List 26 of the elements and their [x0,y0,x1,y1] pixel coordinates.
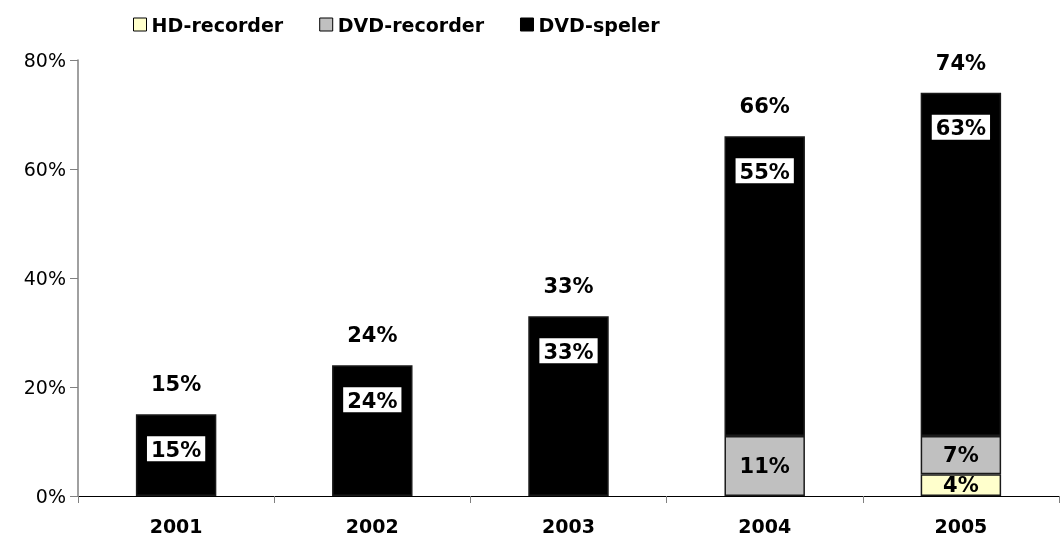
total-label: 74% [935,50,987,75]
x-tick-label: 2003 [542,514,595,535]
data-label: 24% [347,388,398,413]
x-tick-label: 2005 [934,514,988,535]
y-tick-label: 20% [23,376,66,398]
y-tick-label: 60% [23,158,66,180]
legend-label: DVD-speler [538,13,661,36]
total-label: 66% [739,94,790,119]
legend-label: HD-recorder [151,13,284,36]
data-label: 4% [943,473,979,498]
data-label: 55% [739,159,790,184]
data-label: 11% [739,454,790,479]
x-tick-label: 2002 [345,514,399,535]
y-tick-label: 80% [23,49,66,71]
data-label: 7% [943,443,979,468]
total-label: 15% [150,372,202,397]
total-label: 24% [347,323,398,348]
data-label: 33% [543,339,594,364]
x-tick-label: 2001 [149,514,203,535]
y-tick-label: 0% [35,485,66,507]
data-label: 15% [150,437,202,462]
x-tick-label: 2004 [738,514,792,535]
total-label: 33% [543,274,594,299]
y-tick-label: 40% [23,267,66,289]
data-label: 63% [935,116,987,141]
legend-label: DVD-recorder [337,13,485,36]
